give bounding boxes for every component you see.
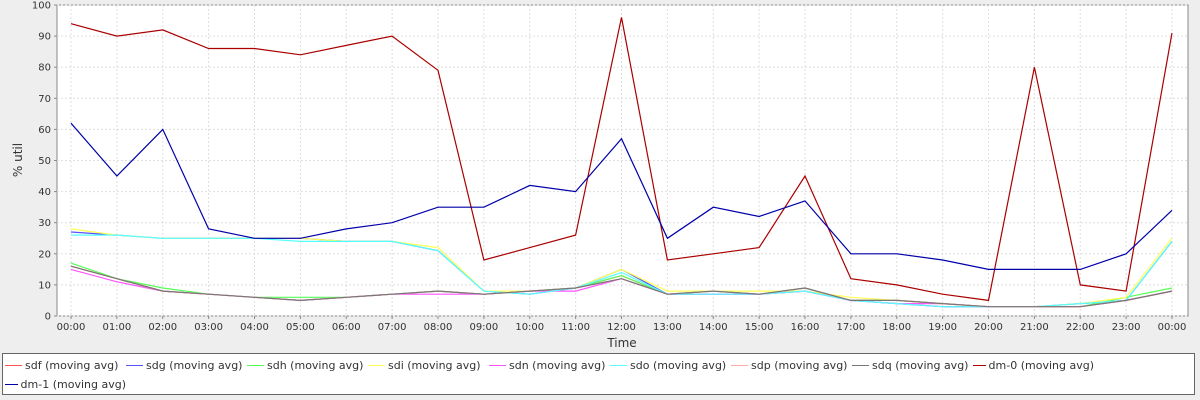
x-tick-label: 13:00 — [653, 322, 682, 333]
x-tick-label: 23:00 — [1112, 322, 1141, 333]
legend-item: sdn (moving avg) — [489, 356, 610, 374]
y-tick-label: 70 — [38, 94, 51, 105]
x-tick-label: 11:00 — [561, 322, 590, 333]
series-line-9 — [70, 122, 1173, 270]
legend-swatch — [610, 364, 627, 366]
legend-label: sdf (moving avg) — [25, 358, 119, 372]
x-tick-label: 16:00 — [791, 322, 820, 333]
x-tick-label: 19:00 — [928, 322, 957, 333]
legend-swatch — [852, 364, 869, 366]
line-chart: 0 10 20 30 40 50 60 70 80 90 100 00:00 01:00 02:00 03… — [11, 1, 1189, 350]
legend-item: sdq (moving avg) — [852, 356, 973, 374]
y-tick-label: 60 — [38, 125, 51, 136]
legend-item: sdo (moving avg) — [610, 356, 731, 374]
x-tick-label: 08:00 — [424, 322, 453, 333]
legend-label: sdn (moving avg) — [509, 358, 606, 372]
x-tick-label: 14:00 — [699, 322, 728, 333]
legend-label: sdo (moving avg) — [630, 358, 727, 372]
x-tick-label: 17:00 — [836, 322, 865, 333]
series-line-7 — [70, 265, 1173, 308]
legend-label: sdh (moving avg) — [267, 358, 364, 372]
x-tick-label: 01:00 — [102, 322, 131, 333]
legend: sdf (moving avg) sdg (moving avg) sdh (mov… — [2, 353, 1195, 395]
y-axis-label: % util — [11, 143, 25, 177]
legend-item: sdg (moving avg) — [126, 356, 247, 374]
series-lines — [70, 17, 1173, 308]
legend-item: dm-1 (moving avg) — [5, 375, 126, 393]
legend-item: sdh (moving avg) — [247, 356, 368, 374]
legend-item: sdi (moving avg) — [368, 356, 489, 374]
legend-label: sdi (moving avg) — [388, 358, 481, 372]
x-tick-label: 05:00 — [286, 322, 315, 333]
grid-lines — [57, 4, 1188, 317]
x-tick-label: 07:00 — [378, 322, 407, 333]
legend-swatch — [973, 364, 986, 366]
legend-swatch — [489, 364, 506, 366]
y-tick-label: 30 — [38, 218, 51, 229]
legend-swatch — [247, 364, 264, 366]
x-tick-label: 22:00 — [1066, 322, 1095, 333]
legend-label: dm-1 (moving avg) — [20, 377, 126, 391]
x-tick-label: 02:00 — [148, 322, 177, 333]
legend-item: sdf (moving avg) — [5, 356, 126, 374]
x-tick-label: 21:00 — [1020, 322, 1049, 333]
x-tick-label: 03:00 — [194, 322, 223, 333]
x-tick-label: 12:00 — [607, 322, 636, 333]
x-tick-label: 06:00 — [332, 322, 361, 333]
legend-item: dm-0 (moving avg) — [973, 356, 1094, 374]
x-tick-label: 15:00 — [745, 322, 774, 333]
legend-label: sdp (moving avg) — [751, 358, 848, 372]
legend-swatch — [5, 364, 22, 366]
y-tick-label: 0 — [45, 312, 51, 323]
y-axis: 0 10 20 30 40 50 60 70 80 90 100 — [32, 1, 57, 323]
y-tick-label: 40 — [38, 187, 51, 198]
legend-swatch — [368, 364, 385, 366]
x-tick-label: 10:00 — [515, 322, 544, 333]
y-tick-label: 10 — [38, 280, 51, 291]
x-tick-label: 09:00 — [469, 322, 498, 333]
x-tick-label: 00:00 — [57, 322, 86, 333]
x-tick-label: 04:00 — [240, 322, 269, 333]
legend-swatch — [5, 383, 18, 385]
x-axis-label: Time — [606, 336, 636, 350]
legend-item: sdp (moving avg) — [731, 356, 852, 374]
y-tick-label: 90 — [38, 32, 51, 43]
legend-label: dm-0 (moving avg) — [988, 358, 1094, 372]
x-tick-label: 18:00 — [882, 322, 911, 333]
y-tick-label: 50 — [38, 156, 51, 167]
x-tick-label: 20:00 — [974, 322, 1003, 333]
series-line-8 — [70, 17, 1173, 302]
legend-label: sdg (moving avg) — [146, 358, 243, 372]
y-tick-label: 20 — [38, 249, 51, 260]
legend-label: sdq (moving avg) — [872, 358, 969, 372]
y-tick-label: 80 — [38, 63, 51, 74]
legend-swatch — [126, 364, 143, 366]
x-axis: 00:00 01:00 02:00 03:00 04:00 05:00 06:00 07:00… — [57, 316, 1187, 333]
legend-swatch — [731, 364, 748, 366]
x-tick-label: 00:00 — [1158, 322, 1187, 333]
y-tick-label: 100 — [32, 1, 51, 12]
